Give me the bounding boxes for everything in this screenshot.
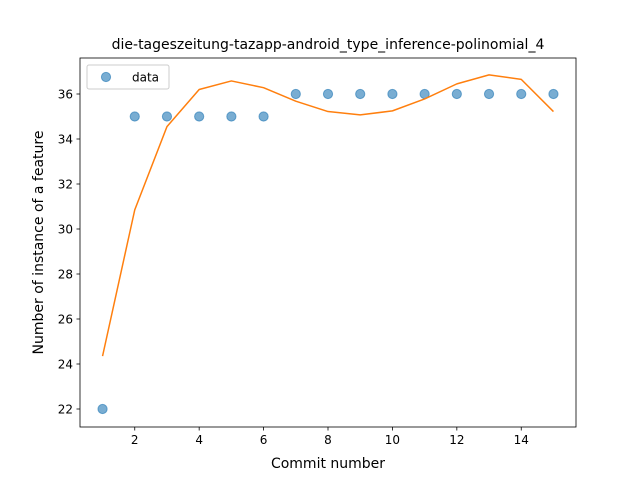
data-point: [161, 111, 173, 122]
data-point: [290, 88, 301, 100]
data-point: [226, 111, 237, 122]
y-tick-label: 22: [58, 403, 73, 417]
data-point: [451, 88, 462, 100]
legend-box: [86, 64, 170, 90]
legend: data: [86, 64, 170, 90]
y-tick-label: 28: [58, 268, 73, 282]
fit-line: [101, 74, 554, 357]
y-tick-label: 26: [58, 313, 73, 327]
data-point: [322, 88, 334, 100]
x-axis-label: Commit number: [271, 456, 385, 472]
data-point: [355, 88, 366, 100]
data-point: [129, 111, 140, 122]
y-tick-label: 24: [58, 358, 73, 372]
y-tick-label: 30: [58, 223, 73, 237]
x-tick-label: 14: [514, 433, 529, 447]
y-tick-label: 36: [58, 88, 73, 102]
x-axis: 2 4 6 8 10 12 14: [131, 427, 529, 447]
x-tick-label: 2: [131, 433, 139, 447]
data-point: [548, 88, 559, 100]
x-tick-label: 8: [324, 433, 332, 447]
y-axis-label: Number of instance of a feature: [31, 131, 47, 355]
plot-layer: [97, 74, 559, 415]
data-point: [516, 88, 527, 100]
plot-frame: [79, 57, 577, 428]
y-axis: 22 24 26 28 30 32 34 36: [58, 88, 80, 417]
x-tick-label: 10: [385, 433, 400, 447]
x-tick-label: 12: [449, 433, 464, 447]
chart-title: die-tageszeitung-tazapp-android_type_inf…: [112, 37, 545, 53]
y-tick-label: 34: [58, 133, 73, 147]
data-point: [387, 88, 398, 100]
y-tick-label: 32: [58, 178, 73, 192]
data-point: [97, 403, 108, 415]
data-point: [483, 88, 495, 100]
legend-label-data: data: [132, 71, 159, 85]
data-point: [258, 111, 269, 122]
x-tick-label: 4: [195, 433, 203, 447]
data-point: [194, 111, 205, 122]
x-tick-label: 6: [260, 433, 268, 447]
legend-marker-data: [100, 71, 112, 83]
